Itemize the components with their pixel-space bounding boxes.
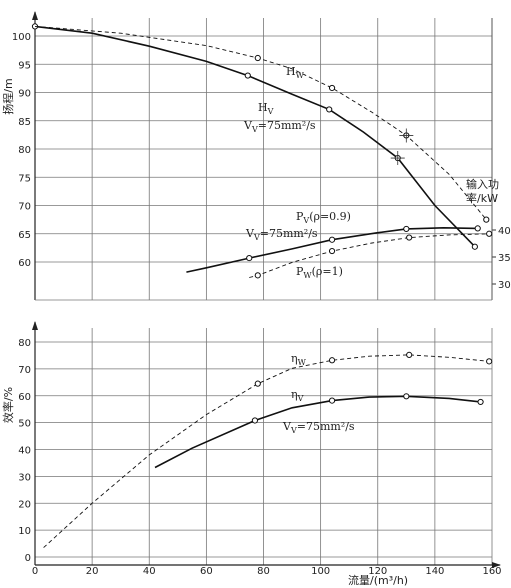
y-tick-label-upper: 60 [18,258,31,269]
label-hw: HW [286,65,305,80]
series-layer [31,23,493,548]
series-Pw-point [406,234,413,241]
label-pw: PW(ρ=1) [296,265,343,280]
label-hv: HV [258,101,274,116]
y-tick-label-upper: 70 [18,202,31,213]
series-eta_w-line [43,354,490,548]
cross-marker [390,151,405,166]
y-tick-label-lower: 30 [18,472,31,483]
y-tick-label-lower: 60 [18,392,31,403]
y-axis-title-upper: 扬程/m [1,78,15,114]
series-eta_w-point [254,380,261,387]
y-tick-label-lower: 40 [18,446,31,457]
y-tick-label-upper: 90 [18,89,31,100]
x-tick-label: 120 [368,566,387,577]
series-Pw-point [486,230,493,237]
y-axis-lower-arrow [32,321,38,330]
series-Pv-point [474,225,481,232]
x-tick-label: 80 [257,566,270,577]
series-Hv-point [471,243,478,250]
series-Hw-line [34,25,487,220]
series-Pw-point [328,247,336,255]
y-tick-label-upper: 75 [18,173,31,184]
y-tick-label-right: 40 [498,226,511,237]
y-tick-label-lower: 0 [25,553,31,564]
label-viscosity-upper: VV=75mm²/s [243,119,316,134]
x-tick-label: 40 [143,566,156,577]
y-tick-label-upper: 80 [18,145,31,156]
x-tick-label: 20 [86,566,99,577]
y-axis-title-lower: 效率/% [1,387,15,423]
series-Hw-point [483,216,490,223]
y-tick-label-upper: 100 [12,32,31,43]
x-tick-label: 160 [482,566,501,577]
series-Pw-line [249,233,490,278]
cross-marker [399,128,414,143]
series-Hw-point [254,54,261,62]
series-eta_w-point [486,358,493,365]
right-axis-title-line2: 率/kW [466,191,498,205]
label-pv: PV(ρ=0.9) [296,210,351,225]
y-tick-label-right: 35 [498,253,511,264]
series-eta_v-point [328,397,336,404]
x-tick-label: 60 [200,566,213,577]
series-Pv-point [403,225,410,233]
y-tick-label-upper: 85 [18,117,31,128]
grid [34,18,493,565]
series-Hw-point [328,84,336,92]
x-tick-label: 140 [425,566,444,577]
x-tick-label: 0 [32,566,38,577]
y-tick-label-upper: 65 [18,230,31,241]
y-tick-label-lower: 70 [18,365,31,376]
series-Hv-point [326,106,333,113]
series-Hv-line [34,25,476,248]
series-eta_v-point [477,398,484,406]
y-axis-upper-arrow [32,11,38,20]
series-Pw-point [254,272,261,279]
y-tick-label-upper: 95 [18,60,31,71]
text-layer: 0 20 40 60 80 100 120 140 1606065707580859095100… [1,32,511,587]
label-viscosity-lower: VV=75mm²/s [282,420,355,435]
series-Pv-point [328,236,336,243]
right-axis-title-line1: 输入功 [466,177,499,191]
series-eta_w-point [406,351,413,358]
axes [32,11,501,568]
series-eta_w-point [328,357,336,364]
y-tick-label-lower: 10 [18,526,31,537]
y-tick-label-lower: 50 [18,419,31,430]
x-axis-title: 流量/(m³/h) [348,573,408,587]
label-eta-v: ηV [291,388,304,403]
series-eta_v-point [403,393,410,400]
x-axis-arrow [492,562,501,568]
y-tick-label-right: 30 [498,280,511,291]
label-viscosity-mid: VV=75mm²/s [245,227,318,242]
x-tick-label: 100 [311,566,330,577]
series-Hv-point [244,72,251,79]
y-tick-label-lower: 80 [18,338,31,349]
y-tick-label-lower: 20 [18,499,31,510]
label-eta-w: ηW [291,352,307,367]
series-Pv-point [246,254,253,262]
series-eta_v-point [251,417,259,424]
